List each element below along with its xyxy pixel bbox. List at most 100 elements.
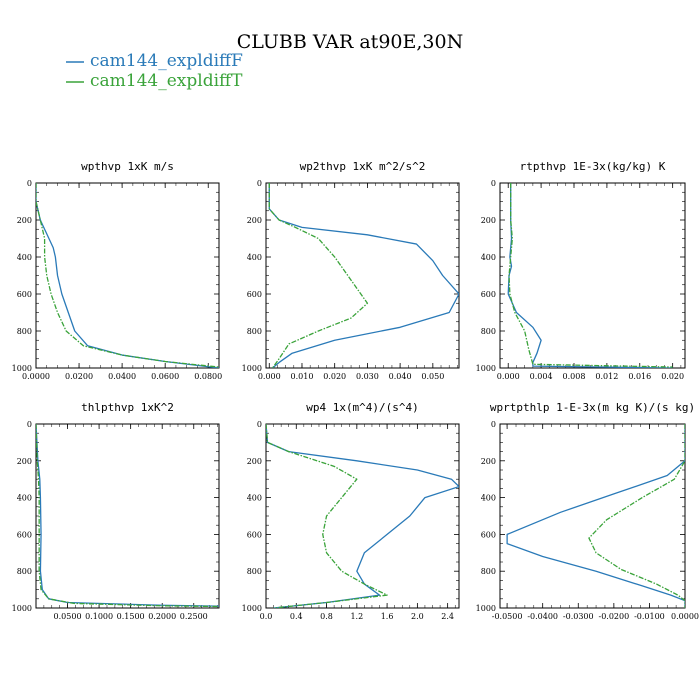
y-tick-label: 1000 bbox=[12, 364, 32, 373]
x-tick-label: 0.0 bbox=[260, 612, 273, 621]
x-tick-label: 0.010 bbox=[291, 372, 314, 381]
plot-frame bbox=[499, 182, 686, 369]
panel: wp2thvp 1xK m^2/s^2 0 200 400 600 800 10000.00… bbox=[242, 160, 460, 381]
x-tick-label: 0.020 bbox=[661, 372, 684, 381]
y-tick-label: 0 bbox=[27, 179, 32, 188]
plot-frame bbox=[499, 423, 686, 609]
x-tick-label: 0.8 bbox=[320, 612, 333, 621]
series-line bbox=[36, 424, 219, 607]
x-tick-label: 0.0200 bbox=[65, 372, 93, 381]
series-line bbox=[36, 424, 219, 608]
y-tick-label: 400 bbox=[481, 494, 496, 503]
y-tick-label: 1000 bbox=[242, 364, 262, 373]
x-tick-label: 0.4 bbox=[290, 612, 303, 621]
panel: wprtpthlp 1-E-3x(m kg K)/(s kg) 0 200 400 60… bbox=[476, 401, 699, 621]
x-tick-label: 0.1500 bbox=[117, 612, 145, 621]
x-tick-label: 0.000 bbox=[497, 372, 520, 381]
y-tick-label: 1000 bbox=[242, 604, 262, 613]
y-tick-label: 600 bbox=[17, 530, 32, 539]
y-tick-label: 200 bbox=[481, 216, 496, 225]
panel-title: wp4 1x(m^4)/(s^4) bbox=[306, 401, 419, 414]
x-tick-label: 0.020 bbox=[323, 372, 346, 381]
y-tick-label: 600 bbox=[247, 290, 262, 299]
x-tick-label: -0.0200 bbox=[598, 612, 629, 621]
x-tick-label: 1.2 bbox=[350, 612, 363, 621]
x-tick-label: 0.0000 bbox=[671, 612, 699, 621]
x-tick-label: 0.050 bbox=[421, 372, 444, 381]
x-tick-label: -0.0500 bbox=[492, 612, 523, 621]
y-tick-label: 600 bbox=[481, 290, 496, 299]
y-tick-label: 200 bbox=[247, 457, 262, 466]
y-tick-label: 0 bbox=[257, 179, 262, 188]
y-tick-label: 1000 bbox=[476, 604, 496, 613]
y-tick-label: 1000 bbox=[12, 604, 32, 613]
x-tick-label: 0.004 bbox=[530, 372, 553, 381]
y-tick-label: 400 bbox=[17, 494, 32, 503]
y-tick-label: 800 bbox=[247, 327, 262, 336]
x-tick-label: 0.0000 bbox=[22, 372, 50, 381]
y-tick-label: 400 bbox=[247, 253, 262, 262]
series-line bbox=[36, 183, 219, 368]
series-line bbox=[268, 183, 459, 368]
x-tick-label: 0.0600 bbox=[151, 372, 179, 381]
y-tick-label: 200 bbox=[17, 457, 32, 466]
series-line bbox=[268, 183, 369, 368]
y-tick-label: 800 bbox=[481, 567, 496, 576]
x-tick-label: 0.0400 bbox=[108, 372, 136, 381]
x-tick-label: -0.0400 bbox=[527, 612, 558, 621]
y-tick-label: 200 bbox=[481, 457, 496, 466]
panel-title: wprtpthlp 1-E-3x(m kg K)/(s kg) bbox=[490, 401, 695, 414]
x-tick-label: 2.4 bbox=[441, 612, 454, 621]
y-tick-label: 1000 bbox=[476, 364, 496, 373]
y-tick-label: 200 bbox=[17, 216, 32, 225]
y-tick-label: 0 bbox=[27, 420, 32, 429]
series-line bbox=[507, 183, 673, 368]
x-tick-label: 0.040 bbox=[389, 372, 412, 381]
panel-title: thlpthvp 1xK^2 bbox=[81, 401, 174, 414]
x-tick-label: 0.012 bbox=[595, 372, 618, 381]
x-tick-label: 0.016 bbox=[628, 372, 651, 381]
series-line bbox=[266, 424, 459, 608]
x-tick-label: 0.2000 bbox=[148, 612, 176, 621]
y-tick-label: 0 bbox=[491, 179, 496, 188]
series-line bbox=[266, 424, 388, 608]
panel: rtpthvp 1E-3x(kg/kg) K020040060080010000… bbox=[476, 160, 686, 381]
panel-title: wp2thvp 1xK m^2/s^2 bbox=[300, 160, 426, 173]
figure-title: CLUBB VAR at90E,30N bbox=[237, 31, 463, 53]
plot-frame bbox=[265, 182, 460, 369]
y-tick-label: 800 bbox=[481, 327, 496, 336]
x-tick-label: 0.008 bbox=[563, 372, 586, 381]
x-tick-label: -0.0300 bbox=[563, 612, 594, 621]
x-tick-label: 0.0500 bbox=[54, 612, 82, 621]
panel-title: rtpthvp 1E-3x(kg/kg) K bbox=[520, 160, 666, 173]
x-tick-label: 0.0800 bbox=[194, 372, 222, 381]
y-tick-label: 800 bbox=[17, 327, 32, 336]
panel-title: wpthvp 1xK m/s bbox=[81, 160, 174, 173]
y-tick-label: 800 bbox=[17, 567, 32, 576]
y-tick-label: 0 bbox=[491, 420, 496, 429]
y-tick-label: 600 bbox=[247, 530, 262, 539]
series-line bbox=[508, 183, 673, 368]
x-tick-label: 1.6 bbox=[381, 612, 394, 621]
y-tick-label: 200 bbox=[247, 216, 262, 225]
x-tick-label: 0.000 bbox=[258, 372, 281, 381]
y-tick-label: 400 bbox=[247, 494, 262, 503]
series-line bbox=[36, 183, 219, 368]
y-tick-label: 800 bbox=[247, 567, 262, 576]
plot-frame bbox=[35, 423, 220, 609]
x-tick-label: 0.2500 bbox=[180, 612, 208, 621]
legend-label: cam144_expldiffF bbox=[90, 51, 243, 71]
legend-label: cam144_expldiffT bbox=[90, 71, 243, 91]
series-line bbox=[588, 424, 685, 608]
series-line bbox=[506, 424, 685, 608]
plot-frame bbox=[35, 182, 220, 369]
y-tick-label: 400 bbox=[481, 253, 496, 262]
x-tick-label: 0.1000 bbox=[85, 612, 113, 621]
x-tick-label: -0.0100 bbox=[634, 612, 665, 621]
